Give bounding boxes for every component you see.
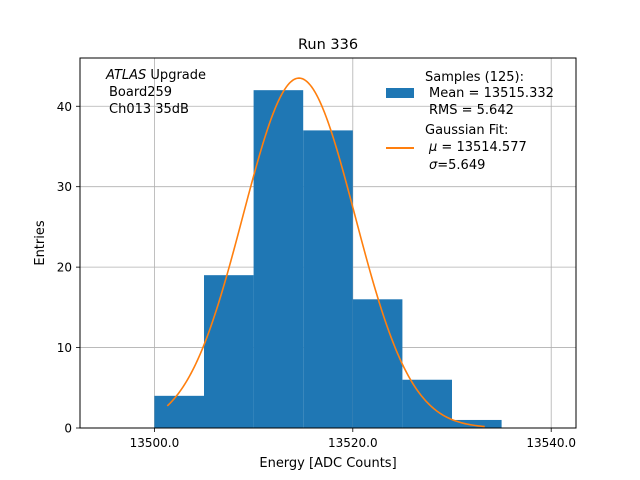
legend-fit-line1: Gaussian Fit: <box>425 123 508 138</box>
x-tick-label: 13520.0 <box>328 436 378 450</box>
gaussian-fit <box>166 77 485 428</box>
y-tick-label: 10 <box>57 341 72 355</box>
histogram-bar <box>303 130 353 429</box>
legend-fit-line2: μ = 13514.577 <box>428 140 527 155</box>
legend-samples-line3: RMS = 5.642 <box>429 103 514 118</box>
legend-samples-line1: Samples (125): <box>425 70 524 85</box>
x-axis-label: Energy [ADC Counts] <box>259 456 396 471</box>
y-tick-label: 30 <box>57 180 72 194</box>
histogram-bar <box>452 419 502 428</box>
y-axis-label: Entries <box>33 220 48 266</box>
histogram-bar <box>402 379 452 428</box>
x-tick-label: 13500.0 <box>130 436 180 450</box>
y-tick-label: 20 <box>57 261 72 275</box>
legend-mu-value: = 13514.577 <box>441 140 526 155</box>
legend-mu-symbol: μ <box>428 140 437 155</box>
axis-ticks: 13500.0 13520.0 13540.0 0 10 20 30 40 <box>57 100 576 450</box>
atlas-annotation-line2: Board259 <box>109 85 172 100</box>
gaussian-fit-curve <box>166 77 485 428</box>
x-tick-label: 13540.0 <box>526 436 576 450</box>
atlas-label: ATLAS <box>105 68 146 83</box>
histogram-bars <box>154 90 502 429</box>
upgrade-label: Upgrade <box>150 68 206 83</box>
histogram-bar <box>204 275 254 428</box>
histogram-bar <box>253 90 304 428</box>
histogram-bar <box>154 395 204 428</box>
atlas-annotation-line3: Ch013 35dB <box>109 102 189 117</box>
legend-sigma-value: =5.649 <box>437 158 485 173</box>
atlas-annotation: ATLAS Upgrade Board259 Ch013 35dB <box>105 68 206 117</box>
y-tick-label: 40 <box>57 100 72 114</box>
atlas-annotation-line1: ATLAS Upgrade <box>105 68 206 83</box>
legend-samples-line2: Mean = 13515.332 <box>429 86 554 101</box>
histogram-bar <box>352 299 403 428</box>
legend-fit-line3: σ=5.649 <box>429 158 485 173</box>
y-tick-label: 0 <box>64 422 72 436</box>
legend-samples-patch <box>386 88 414 98</box>
chart-title: Run 336 <box>298 37 358 53</box>
legend: Samples (125): Mean = 13515.332 RMS = 5.… <box>386 70 554 173</box>
legend-sigma-symbol: σ <box>429 158 438 173</box>
plot-frame <box>79 57 577 429</box>
